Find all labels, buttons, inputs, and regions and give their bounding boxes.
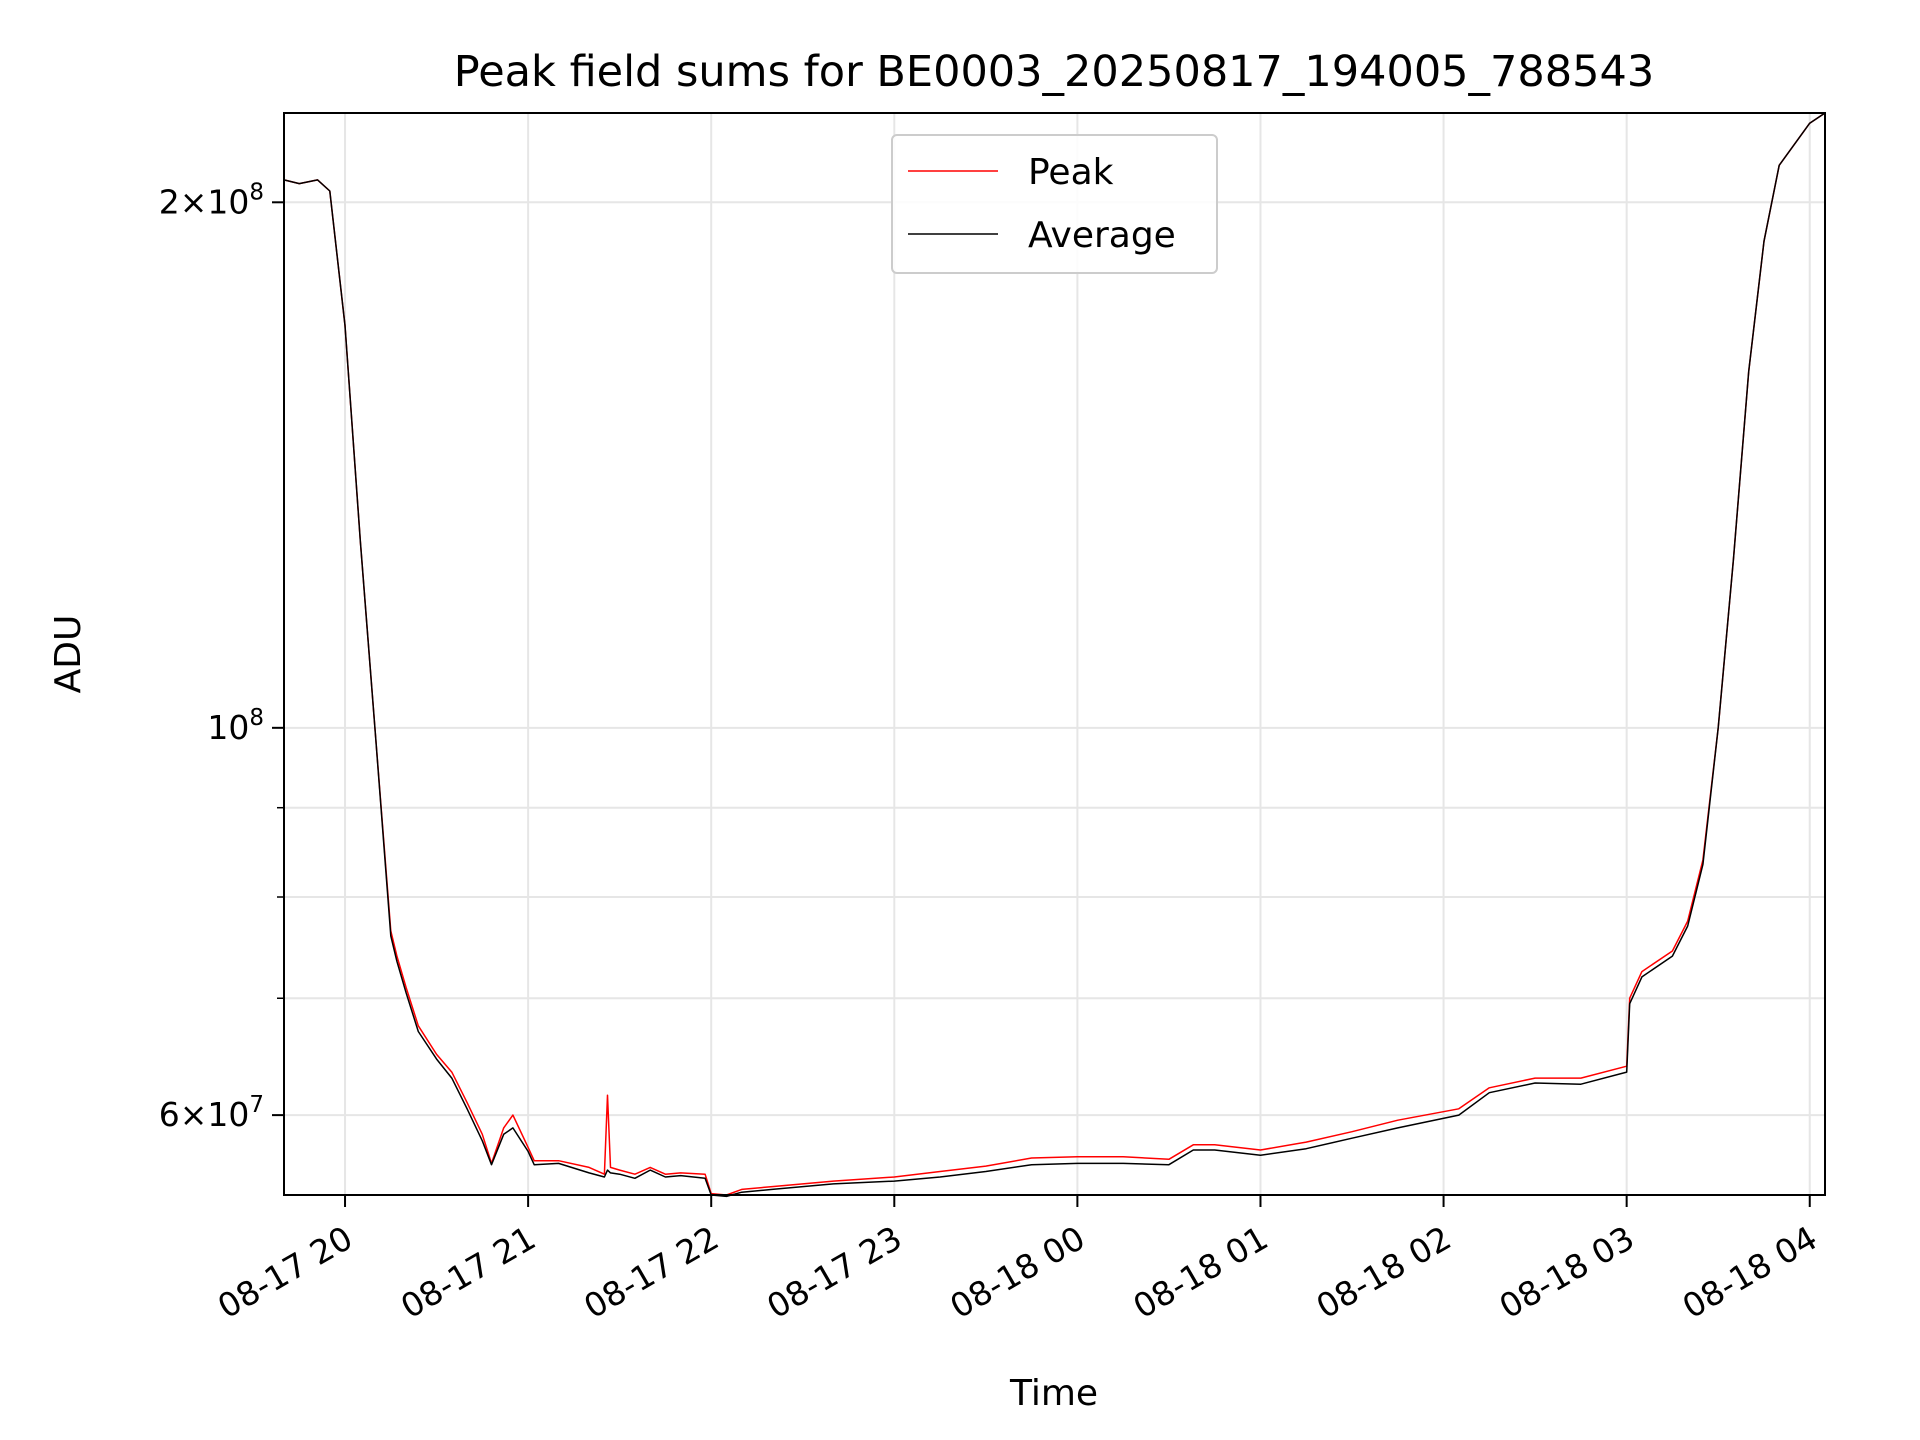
plot-frame: [283, 112, 1826, 1196]
legend-label-average: Average: [1028, 215, 1176, 256]
chart-title: Peak field sums for BE0003_20250817_1940…: [454, 47, 1654, 97]
y-tick-label: 2×108: [159, 179, 264, 221]
y-tick-base: 2: [159, 182, 180, 221]
y-tick-base: 6: [159, 1095, 180, 1134]
y-tick-label: 6×107: [159, 1092, 264, 1134]
y-tick-exponent: 8: [249, 179, 264, 205]
series-line-average: [283, 112, 1826, 1198]
y-tick-label: 108: [207, 705, 264, 747]
y-tick-exponent: 7: [249, 1092, 264, 1118]
x-axis-label: Time: [1009, 1373, 1098, 1414]
series-line-peak: [283, 112, 1826, 1196]
plot-lines: [283, 112, 1826, 1198]
y-tick-ten: 10: [207, 1095, 249, 1134]
y-tick-exponent: 8: [249, 705, 264, 731]
y-tick-times: ×: [180, 182, 208, 221]
legend-box: [891, 134, 1218, 274]
grid: [284, 113, 1825, 1195]
y-tick-times: ×: [180, 1095, 208, 1134]
legend-label-peak: Peak: [1028, 152, 1114, 193]
y-tick-ten: 10: [207, 708, 249, 747]
y-axis-label: ADU: [48, 615, 89, 694]
legend: Peak Average: [891, 134, 1218, 274]
y-tick-ten: 10: [207, 182, 249, 221]
